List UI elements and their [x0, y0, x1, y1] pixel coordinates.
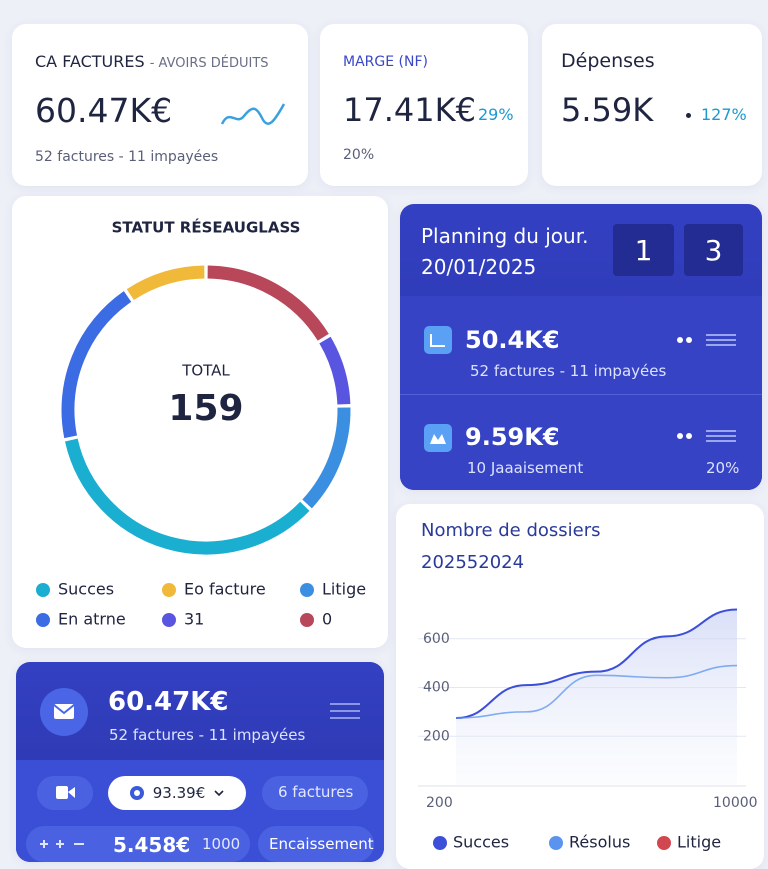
kpi-sublabel: - AVOIRS DÉDUITS — [149, 56, 269, 71]
sparkline — [220, 103, 286, 125]
kpi-label: CA FACTURES - AVOIRS DÉDUITS — [35, 52, 269, 71]
donut-segment — [126, 265, 205, 301]
legend-label: 31 — [184, 610, 204, 629]
kpi-change: 29% — [478, 105, 514, 124]
legend-label: Succes — [453, 833, 509, 852]
counter: 3 — [684, 224, 743, 276]
kpi-note: 52 factures - 11 impayées — [35, 149, 219, 165]
planning-icons — [424, 326, 736, 452]
chip-amount: 5.458€ — [113, 833, 191, 857]
legend-swatch — [549, 836, 563, 850]
y-tick-label: 600 — [423, 631, 450, 647]
legend-swatch — [162, 613, 176, 627]
divider — [400, 394, 762, 395]
y-tick-label: 400 — [423, 680, 450, 696]
summary-icons — [26, 688, 374, 862]
kpi-label: MARGE (NF) — [343, 54, 428, 70]
line-card: Nombre de dossiers 202552024 200 400 600 20… — [396, 504, 764, 869]
legend-swatch — [433, 836, 447, 850]
legend-swatch — [300, 613, 314, 627]
legend-label: Litige — [677, 833, 721, 852]
legend-swatch — [162, 583, 176, 597]
donut-chart: STATUT RÉSEAUGLASS TOTAL 159 Succes Eo fa… — [36, 218, 366, 629]
chart-title: Nombre de dossiers — [421, 520, 601, 541]
legend-swatch — [300, 583, 314, 597]
line — [455, 664, 738, 719]
chip-action[interactable]: Encaissement — [269, 835, 374, 853]
summary-value: 60.47K€ — [108, 687, 229, 717]
legend-swatch — [36, 613, 50, 627]
planning-list — [400, 296, 762, 490]
kpi-note: 20% — [343, 147, 375, 163]
donut-segment — [64, 438, 310, 555]
donut-segment — [302, 407, 351, 509]
counter: 1 — [613, 224, 674, 276]
chevron — [214, 790, 224, 797]
legend-label: Eo facture — [184, 580, 266, 599]
total-value: 159 — [168, 388, 243, 429]
status-card: STATUT RÉSEAUGLASS TOTAL 159 Succes Eo fa… — [12, 196, 388, 648]
kpi-label: Dépenses — [561, 50, 655, 72]
legend-swatch — [36, 583, 50, 597]
area — [456, 609, 737, 785]
dot — [686, 113, 691, 118]
amount-chip[interactable]: 93.39€ — [108, 776, 246, 810]
summary-card: 60.47K€ 52 factures - 11 impayées 93.39€… — [16, 662, 384, 862]
kpi-card: MARGE (NF) 17.41K€ 29% 20% — [320, 24, 528, 186]
donut-segment — [207, 265, 329, 341]
kpi-value: 17.41K€ — [343, 91, 476, 129]
legend-label: 0 — [322, 610, 332, 629]
summary-note: 52 factures - 11 impayées — [109, 726, 306, 744]
line-chart: Nombre de dossiers 202552024 200 400 600 20… — [418, 520, 758, 852]
legend-label: Succes — [58, 580, 114, 599]
chart-subtitle: 202552024 — [421, 552, 524, 573]
legend-swatch — [657, 836, 671, 850]
kpi-card: Dépenses 5.59K 127% — [542, 24, 762, 186]
chip-text[interactable]: 6 factures — [278, 783, 354, 801]
coin-icon — [129, 786, 144, 800]
item-note: 10 Jaaaisement — [467, 459, 584, 477]
item-note: 52 factures - 11 impayées — [470, 362, 667, 380]
planning-card: Planning du jour. 20/01/2025 1 3 50.4K€ … — [400, 204, 762, 490]
chip-count: 1000 — [202, 835, 241, 853]
kpi-value: 60.47K€ — [35, 91, 173, 130]
item-value: 9.59K€ — [465, 423, 560, 451]
item-value: 50.4K€ — [465, 326, 560, 354]
legend-label: Litige — [322, 580, 366, 599]
legend-label: Résolus — [569, 833, 630, 852]
line — [455, 608, 738, 719]
kpi-value: 5.59K — [561, 91, 654, 129]
chip-text: 93.39€ — [152, 784, 206, 802]
donut-segment — [61, 291, 132, 439]
kpi-label: CA FACTURES — [35, 52, 145, 71]
planning-title: Planning du jour. — [421, 224, 589, 248]
chart-title: STATUT RÉSEAUGLASS — [112, 218, 301, 237]
y-tick-label: 200 — [423, 728, 450, 744]
total-label: TOTAL — [181, 362, 230, 380]
legend-label: En atrne — [58, 610, 126, 629]
kpi-change: 127% — [701, 105, 747, 124]
donut-segment — [319, 336, 351, 405]
kpi-card: CA FACTURES - AVOIRS DÉDUITS 60.47K€ 52 … — [12, 24, 308, 186]
planning-date: 20/01/2025 — [421, 255, 537, 279]
x-tick-label: 200 — [426, 795, 453, 811]
item-pct: 20% — [706, 459, 740, 477]
x-tick-label: 10000 — [713, 795, 758, 811]
